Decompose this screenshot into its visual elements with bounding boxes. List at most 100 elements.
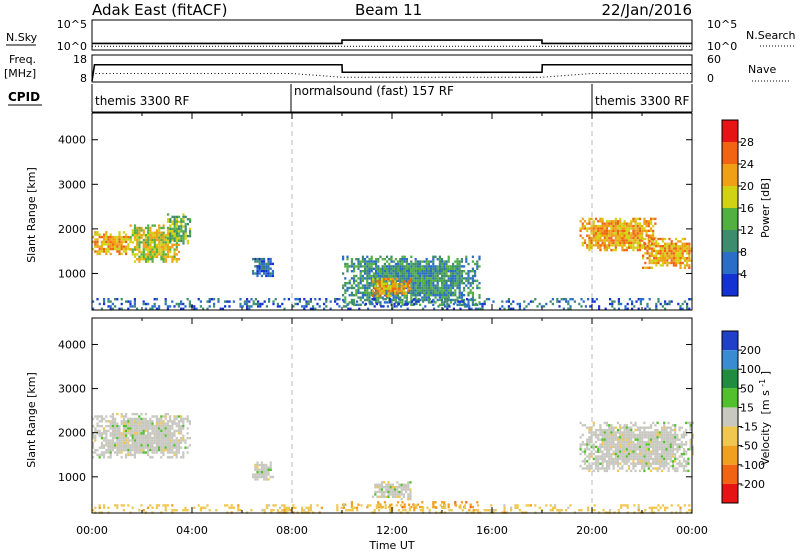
velocity-colorbar-tick-label-4: 15: [740, 401, 754, 414]
velocity-region-3: [372, 481, 412, 501]
noise-ytick-bottom-right: 10^0: [707, 40, 737, 53]
power-data: [92, 113, 693, 310]
time-tick-label-2: 04:00: [176, 524, 208, 537]
power-colorbar-label: Power [dB]: [759, 178, 772, 238]
power-colorbar-block-7: [722, 252, 738, 274]
velocity-region-1: [92, 412, 191, 459]
time-tick-label-7: 00:00: [676, 524, 708, 537]
noise-panel: N.Sky N.Search 10^5 10^0 10^5 10^0: [6, 18, 796, 53]
velocity-yticks: 1000 2000 3000 4000: [58, 338, 692, 484]
velocity-ytick-label-2: 2000: [58, 427, 86, 440]
velocity-colorbar-tick-label-2: 100: [740, 363, 761, 376]
velocity-colorbar-frame: [721, 330, 739, 504]
power-region-8: [642, 237, 693, 269]
cpid-segment-3: themis 3300 RF: [595, 94, 689, 108]
time-tick-label-1: 00:00: [76, 524, 108, 537]
velocity-colorbar-block-1: [722, 331, 738, 351]
power-colorbar-block-3: [722, 164, 738, 186]
noise-right-label: N.Search: [746, 29, 796, 42]
noise-series: [92, 39, 692, 47]
time-tick-label-3: 08:00: [276, 524, 308, 537]
power-colorbar-block-2: [722, 142, 738, 164]
cpid-panel: CPID themis 3300 RF normalsound (fast) 1…: [8, 84, 693, 113]
frequency-panel: Freq. [MHz] Nave 18 8 60 0: [4, 53, 790, 85]
noise-panel-frame: [91, 19, 693, 51]
velocity-colorbar-block-4: [722, 388, 738, 408]
velocity-colorbar-block-9: [722, 483, 738, 503]
station-title: Adak East (fitACF): [92, 1, 227, 19]
frequency-line-1: [91, 63, 692, 82]
nave-ytick-top: 60: [707, 53, 721, 66]
power-colorbar-block-5: [722, 208, 738, 230]
cpid-segment-1: themis 3300 RF: [95, 94, 189, 108]
velocity-colorbar-label: Velocity [m s -1 ]: [755, 371, 772, 465]
noise-ytick-top-right: 10^5: [707, 18, 737, 31]
frequency-left-unit: [MHz]: [4, 67, 36, 80]
power-colorbar: 4 8 12 16 20 24 28 Power [dB]: [721, 119, 772, 297]
cpid-label: CPID: [8, 90, 40, 104]
time-tick-label-6: 20:00: [576, 524, 608, 537]
frequency-ytick-bottom: 8: [80, 72, 87, 85]
velocity-colorbar-tick-label-1: 200: [740, 344, 761, 357]
power-region-6: [372, 277, 412, 298]
nave-ytick-bottom: 0: [707, 72, 714, 85]
frequency-line-2: [92, 73, 692, 78]
power-ytick-label-2: 2000: [58, 223, 86, 236]
velocity-colorbar-block-7: [722, 445, 738, 465]
velocity-region-2: [252, 461, 274, 481]
power-colorbar-tick-label-1: 4: [740, 268, 747, 281]
velocity-ytick-label-3: 3000: [58, 383, 86, 396]
velocity-colorbar-unit-close: ]: [759, 371, 772, 375]
velocity-colorbar-blocks: [722, 331, 738, 503]
noise-line-1: [92, 39, 692, 45]
power-region-1: [92, 231, 132, 256]
velocity-colorbar-block-6: [722, 426, 738, 446]
cpid-segment-2: normalsound (fast) 157 RF: [294, 84, 454, 98]
noise-ytick-bottom-left: 10^0: [57, 40, 87, 53]
velocity-colorbar: 200 100 50 15 -15 -50 -100 -200 Velocity [m s -…: [721, 330, 772, 504]
power-region-3: [167, 213, 192, 245]
time-axis-label: Time UT: [368, 539, 414, 552]
power-colorbar-block-4: [722, 186, 738, 208]
velocity-colorbar-name: Velocity: [759, 421, 772, 465]
power-colorbar-tick-label-7: 28: [740, 136, 754, 149]
velocity-colorbar-block-5: [722, 407, 738, 427]
velocity-colorbar-ticks: 200 100 50 15 -15 -50 -100 -200: [738, 344, 765, 491]
power-region-7: [579, 217, 657, 252]
velocity-data: [92, 318, 694, 514]
power-colorbar-tick-label-3: 12: [740, 224, 754, 237]
noise-left-label: N.Sky: [6, 31, 38, 44]
power-region-9: [92, 298, 693, 310]
velocity-colorbar-block-3: [722, 369, 738, 389]
power-ylabel: Slant Range [km]: [25, 167, 38, 263]
velocity-region-5: [579, 421, 694, 473]
beam-title: Beam 11: [355, 1, 422, 19]
frequency-ytick-top: 18: [73, 53, 87, 66]
frequency-left-label: Freq.: [9, 53, 36, 66]
power-xticks: [91, 113, 693, 310]
frequency-series: [91, 63, 692, 82]
power-colorbar-tick-label-6: 24: [740, 158, 754, 171]
velocity-colorbar-tick-label-3: 50: [740, 382, 754, 395]
power-colorbar-block-1: [722, 120, 738, 142]
power-ytick-label-4: 4000: [58, 134, 86, 147]
velocity-colorbar-unit: [m s: [759, 390, 772, 415]
time-tick-label-4: 12:00: [376, 524, 408, 537]
power-colorbar-tick-label-2: 8: [740, 246, 747, 259]
power-colorbar-ticks: 4 8 12 16 20 24 28: [738, 136, 754, 281]
power-ytick-label-3: 3000: [58, 178, 86, 191]
power-ytick-label-1: 1000: [58, 267, 86, 280]
time-tick-label-5: 16:00: [476, 524, 508, 537]
power-yticks: 1000 2000 3000 4000: [58, 134, 692, 280]
velocity-colorbar-unit-exponent: -1: [758, 379, 767, 387]
velocity-colorbar-tick-label-8: -200: [740, 478, 765, 491]
velocity-region-4: [342, 501, 479, 509]
power-panel: Slant Range [km] 1000 2000 3000 4000: [25, 112, 693, 311]
power-colorbar-tick-label-4: 16: [740, 202, 754, 215]
velocity-xticks: 00:00 04:00 08:00 12:00 16:00 20:00 00:00: [76, 318, 708, 537]
date-title: 22/Jan/2016: [602, 1, 693, 19]
power-region-4: [252, 257, 274, 278]
power-colorbar-block-6: [722, 230, 738, 252]
